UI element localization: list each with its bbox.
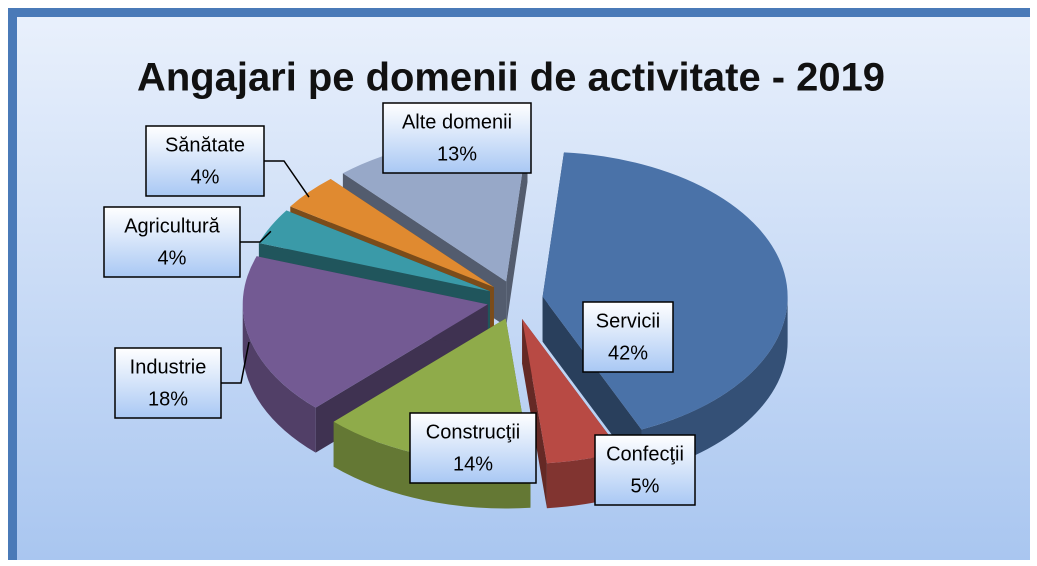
category-label: Sănătate	[165, 134, 245, 156]
label-box	[594, 434, 696, 506]
label-box	[409, 412, 537, 484]
value-label: 13%	[437, 143, 477, 165]
top-border	[8, 8, 1030, 17]
value-label: 18%	[148, 388, 188, 410]
value-label: 5%	[631, 475, 660, 497]
slice-top	[522, 318, 622, 464]
category-label: Agricultură	[124, 215, 220, 237]
slice-wall	[641, 296, 788, 475]
slice-top	[242, 256, 488, 408]
slice-side	[506, 136, 528, 327]
category-label: Alte domenii	[402, 111, 512, 133]
value-label: 14%	[453, 453, 493, 475]
chart-title: Angajari pe domenii de activitate - 2019	[137, 56, 885, 100]
label-box	[145, 125, 265, 197]
category-label: Industrie	[130, 356, 207, 378]
leader-line	[264, 160, 310, 198]
label-box	[382, 102, 532, 174]
slice-top	[258, 210, 490, 292]
leader-line	[240, 230, 272, 243]
category-label: Servicii	[596, 310, 660, 332]
leader-line	[221, 341, 250, 384]
value-label: 4%	[158, 247, 187, 269]
label-box	[582, 301, 674, 373]
label-box	[114, 347, 222, 419]
slice-top	[290, 179, 494, 288]
value-label: 4%	[191, 166, 220, 188]
slice-wall	[242, 304, 316, 453]
category-label: Confecţii	[606, 443, 684, 465]
category-label: Construcţii	[426, 421, 520, 443]
left-border	[8, 8, 17, 560]
label-box	[103, 206, 241, 278]
slice-side	[542, 296, 642, 475]
value-label: 42%	[608, 342, 648, 364]
